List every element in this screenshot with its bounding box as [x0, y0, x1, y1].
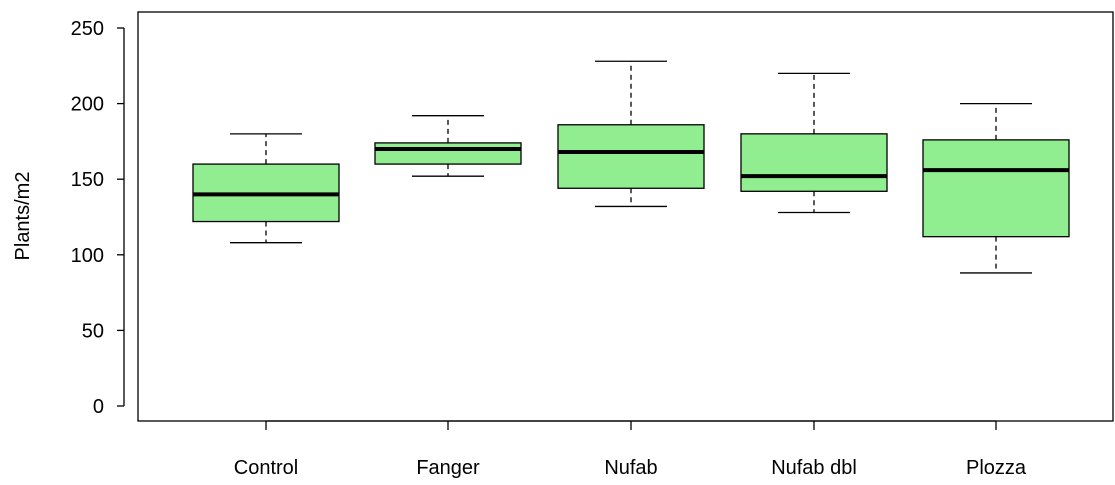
x-tick-label: Nufab dbl: [771, 457, 857, 479]
iqr-box: [922, 139, 1070, 238]
iqr-box: [557, 124, 705, 189]
y-tick-label: 200: [71, 94, 104, 116]
y-axis: 0 50 100 150 200 250: [71, 18, 125, 418]
box-group: [192, 60, 1070, 274]
y-tick-label: 150: [71, 169, 104, 191]
iqr-box: [740, 133, 888, 192]
x-tick-label: Nufab: [604, 457, 657, 479]
x-tick-label: Plozza: [966, 457, 1027, 479]
box-nufab-dbl: [740, 72, 888, 214]
box-fanger: [374, 115, 522, 177]
x-axis: Control Fanger Nufab Nufab dbl Plozza: [234, 420, 1027, 479]
box-nufab: [557, 60, 705, 208]
iqr-box: [374, 142, 522, 165]
y-axis-title: Plants/m2: [12, 172, 34, 261]
y-tick-label: 50: [82, 320, 104, 342]
box-plozza: [922, 102, 1070, 274]
box-control: [192, 133, 340, 244]
x-tick-label: Fanger: [416, 457, 480, 479]
y-tick-label: 100: [71, 245, 104, 267]
x-tick-label: Control: [234, 457, 298, 479]
y-tick-label: 0: [93, 396, 104, 418]
y-tick-label: 250: [71, 18, 104, 40]
